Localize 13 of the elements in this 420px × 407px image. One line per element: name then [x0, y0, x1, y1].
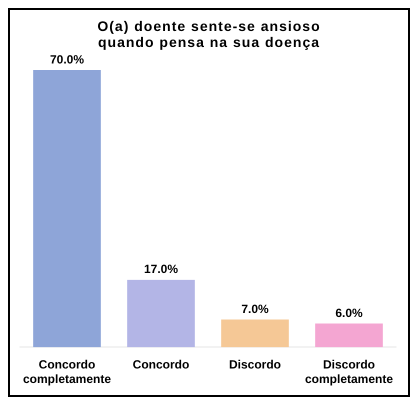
x-tick-label: Discordo completamente — [304, 358, 394, 386]
x-tick-label: Concordo completamente — [22, 358, 112, 386]
x-tick-label: Discordo — [228, 358, 282, 372]
data-label: 17.0% — [144, 262, 178, 276]
data-label: 7.0% — [241, 302, 269, 316]
bar — [221, 319, 289, 348]
bar — [127, 280, 195, 348]
chart-title: O(a) doente sente-se ansioso quando pensa na sua doença — [96, 17, 322, 50]
bar — [315, 323, 383, 348]
data-label: 6.0% — [335, 306, 363, 320]
bar — [33, 70, 101, 348]
data-label: 70.0% — [50, 52, 84, 66]
x-tick-label: Concordo — [132, 358, 190, 372]
